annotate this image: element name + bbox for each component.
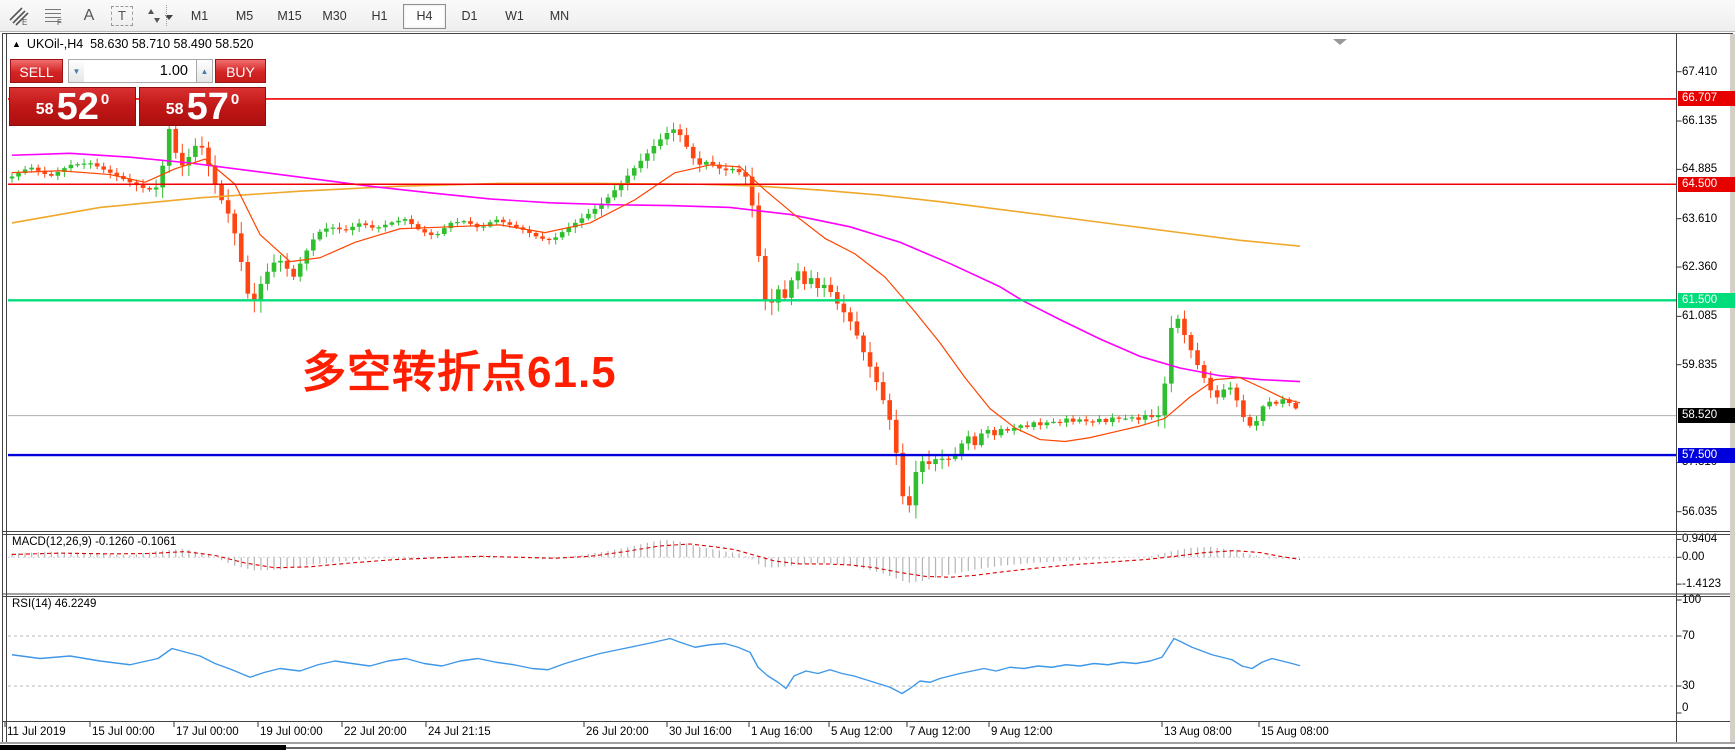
chart-annotation-text: 多空转折点61.5 (302, 348, 617, 397)
time-axis-label: 15 Aug 08:00 (1261, 726, 1329, 738)
collapse-arrow-icon: ▲ (12, 39, 21, 49)
buy-price-big: 57 (186, 85, 229, 128)
sell-price-display[interactable]: 58 52 0 (9, 87, 136, 126)
buy-button[interactable]: BUY (215, 59, 266, 83)
timeframe-button-M30[interactable]: M30 (322, 9, 347, 23)
price-badge: 57.500 (1678, 447, 1735, 463)
symbol-label: UKOil-,H4 (26, 37, 84, 51)
time-axis-label: 19 Jul 00:00 (260, 726, 323, 738)
volume-increase-button[interactable]: ▲ (196, 59, 213, 83)
buy-price-small: 58 (165, 101, 184, 118)
chart-title: ▲ UKOil-,H4 58.630 58.710 58.490 58.520 (12, 37, 254, 51)
buy-price-sup: 0 (230, 91, 240, 108)
time-axis-label: 24 Jul 21:15 (428, 726, 491, 738)
timeframe-button-M5[interactable]: M5 (235, 9, 254, 23)
text-label-icon[interactable]: A (83, 6, 95, 24)
time-axis-label: 15 Jul 00:00 (92, 726, 155, 738)
axis-tick-label: 0.9404 (1682, 533, 1718, 546)
sell-price-sup: 0 (100, 91, 110, 108)
time-axis-label: 11 Jul 2019 (7, 726, 66, 738)
price-badge: 64.500 (1678, 176, 1735, 192)
axis-tick-label: 30 (1682, 680, 1695, 692)
axis-tick-label: 70 (1682, 630, 1695, 642)
time-axis-label: 13 Aug 08:00 (1164, 726, 1232, 738)
chart-canvas[interactable] (0, 31, 1735, 750)
timeframe-button-H1[interactable]: H1 (371, 9, 388, 23)
grid-icon[interactable]: F (41, 4, 67, 28)
ohlc-readout: 58.630 58.710 58.490 58.520 (90, 37, 254, 51)
axis-tick-label: 59.835 (1682, 358, 1718, 371)
time-axis-label: 9 Aug 12:00 (991, 726, 1053, 738)
timeframe-bar: M1 M5 M15 M30 H1 H4 D1 W1 MN (178, 4, 581, 29)
toolbar: E F A T M1 M5 M15 M30 H1 H4 D1 W1 MN (0, 0, 1735, 32)
price-badge: 61.500 (1678, 292, 1735, 308)
macd-header: MACD(12,26,9) -0.1260 -0.1061 (12, 536, 177, 548)
axis-tick-label: 61.085 (1682, 310, 1718, 323)
axis-tick-label: 0 (1682, 702, 1689, 714)
axis-tick-label: 63.610 (1682, 212, 1718, 225)
timeframe-button-D1[interactable]: D1 (461, 9, 478, 23)
time-axis-label: 1 Aug 16:00 (751, 726, 813, 738)
buy-price-display[interactable]: 58 57 0 (139, 87, 266, 126)
rsi-header: RSI(14) 46.2249 (12, 598, 97, 610)
time-axis-label: 26 Jul 20:00 (586, 726, 649, 738)
axis-tick-label: 66.135 (1682, 115, 1718, 128)
axis-tick-label: -1.4123 (1682, 578, 1722, 591)
timeframe-button-W1[interactable]: W1 (505, 9, 524, 23)
svg-text:E: E (22, 18, 27, 26)
axis-tick-label: 56.035 (1682, 505, 1718, 518)
sell-button[interactable]: SELL (10, 59, 63, 83)
one-click-trade-panel: SELL ▼ ▲ BUY 58 52 0 58 57 0 (8, 59, 266, 126)
axis-tick-label: 0.00 (1682, 551, 1705, 564)
price-badge: 58.520 (1678, 408, 1735, 424)
time-axis-label: 17 Jul 00:00 (176, 726, 239, 738)
timeframe-button-M1[interactable]: M1 (190, 9, 209, 23)
text-box-icon[interactable]: T (111, 5, 133, 26)
axis-tick-label: 62.360 (1682, 261, 1718, 274)
timeframe-button-MN[interactable]: MN (549, 9, 570, 23)
volume-decrease-button[interactable]: ▼ (68, 59, 85, 83)
arrange-windows-icon[interactable] (142, 4, 176, 28)
timeframe-button-H4[interactable]: H4 (403, 4, 446, 29)
sell-price-small: 58 (35, 101, 54, 118)
axis-tick-label: 67.410 (1682, 65, 1718, 78)
timeframe-button-M15[interactable]: M15 (277, 9, 302, 23)
time-axis-label: 22 Jul 20:00 (344, 726, 407, 738)
time-axis-label: 30 Jul 16:00 (669, 726, 732, 738)
time-axis-label: 7 Aug 12:00 (909, 726, 971, 738)
axis-tick-label: 64.885 (1682, 163, 1718, 176)
time-axis-label: 5 Aug 12:00 (831, 726, 893, 738)
indicators-icon[interactable]: E (6, 4, 32, 28)
price-badge: 66.707 (1678, 91, 1735, 107)
sell-price-big: 52 (56, 85, 99, 128)
svg-text:F: F (57, 18, 62, 26)
toolbar-separator (166, 5, 167, 26)
volume-input[interactable] (84, 59, 196, 83)
